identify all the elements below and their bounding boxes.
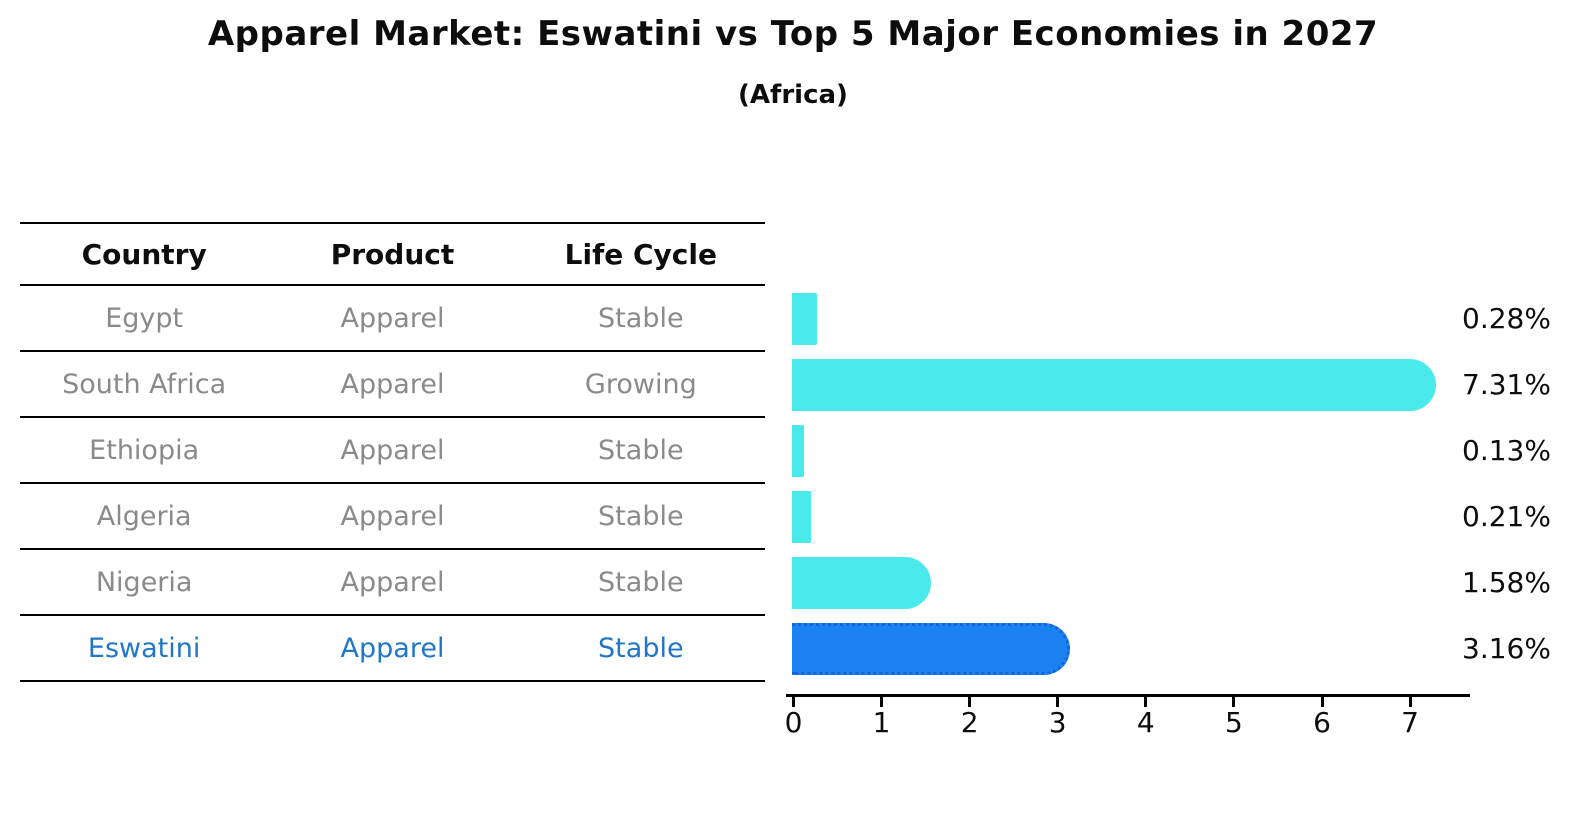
bar-value-label-eswatini: 3.16% — [1462, 632, 1551, 665]
country-table: Country Product Life Cycle Egypt Apparel S… — [20, 222, 765, 682]
x-tick-label: 0 — [784, 706, 803, 739]
table-header-product: Product — [330, 237, 455, 271]
table-cell-product: Apparel — [340, 302, 445, 334]
table-cell-product: Apparel — [340, 368, 445, 400]
x-tick-mark — [1144, 697, 1148, 707]
table-cell-life-cycle: Stable — [598, 434, 684, 466]
bar-egypt — [792, 293, 817, 345]
bar-ethiopia — [792, 425, 804, 477]
bar-value-label-ethiopia: 0.13% — [1462, 434, 1551, 467]
table-header-country: Country — [81, 237, 207, 271]
bar-plot-area — [792, 286, 1472, 682]
table-cell-life-cycle: Stable — [598, 566, 684, 598]
chart-subtitle: (Africa) — [738, 80, 848, 110]
value-labels-column: 0.28% 7.31% 0.13% 0.21% 1.58% 3.16% — [1462, 286, 1582, 682]
bar-slot — [792, 352, 1472, 418]
bar-slot — [792, 484, 1472, 550]
bar-slot — [792, 286, 1472, 352]
x-tick-mark — [1232, 697, 1236, 707]
bar-slot — [792, 550, 1472, 616]
bar-value-label-nigeria: 1.58% — [1462, 566, 1551, 599]
x-tick-mark — [1056, 697, 1060, 707]
table-cell-country: Ethiopia — [89, 434, 200, 466]
table-cell-life-cycle: Growing — [584, 368, 697, 400]
x-tick-label: 6 — [1313, 706, 1331, 739]
bar-value-label-algeria: 0.21% — [1462, 500, 1551, 533]
table-cell-life-cycle: Stable — [598, 632, 684, 664]
table-cell-product: Apparel — [340, 632, 445, 664]
bar-value-label-egypt: 0.28% — [1462, 302, 1551, 335]
bar-slot — [792, 616, 1472, 682]
table-cell-product: Apparel — [340, 434, 445, 466]
table-cell-country: Nigeria — [95, 566, 193, 598]
table-row: Ethiopia Apparel Stable — [20, 418, 765, 484]
table-row: Algeria Apparel Stable — [20, 484, 765, 550]
table-cell-country: Algeria — [96, 500, 192, 532]
table-row: Egypt Apparel Stable — [20, 286, 765, 352]
table-header-life-cycle: Life Cycle — [564, 237, 717, 271]
bar-algeria — [792, 491, 811, 543]
table-cell-country: Eswatini — [87, 632, 201, 664]
country-table-body: Egypt Apparel Stable South Africa Apparel Gro… — [20, 286, 765, 682]
table-cell-product: Apparel — [340, 500, 445, 532]
x-tick-label: 3 — [1048, 706, 1067, 739]
x-tick-mark — [1320, 697, 1324, 707]
x-tick-mark — [1408, 697, 1412, 707]
x-tick-mark — [792, 697, 795, 707]
bar-slot — [792, 418, 1472, 484]
x-tick-label: 1 — [872, 706, 891, 739]
x-tick-label: 7 — [1401, 706, 1419, 739]
x-axis-line — [786, 694, 1470, 697]
table-row: Eswatini Apparel Stable — [20, 616, 765, 682]
table-cell-country: Egypt — [105, 302, 184, 334]
x-tick-label: 4 — [1136, 706, 1155, 739]
table-cell-product: Apparel — [340, 566, 445, 598]
bar-eswatini — [792, 623, 1071, 675]
chart-title: Apparel Market: Eswatini vs Top 5 Major … — [207, 14, 1379, 54]
table-row: Nigeria Apparel Stable — [20, 550, 765, 616]
table-cell-life-cycle: Stable — [598, 302, 684, 334]
x-tick-label: 5 — [1224, 706, 1243, 739]
x-tick-label: 2 — [960, 706, 979, 739]
table-cell-life-cycle: Stable — [598, 500, 684, 532]
x-tick-mark — [968, 697, 972, 707]
table-header-row: Country Product Life Cycle — [20, 222, 765, 286]
bar-nigeria — [792, 557, 932, 609]
table-row: South Africa Apparel Growing — [20, 352, 765, 418]
x-tick-mark — [880, 697, 884, 707]
bar-south-africa — [792, 359, 1436, 411]
table-cell-country: South Africa — [62, 368, 227, 400]
bar-value-label-south-africa: 7.31% — [1462, 368, 1551, 401]
